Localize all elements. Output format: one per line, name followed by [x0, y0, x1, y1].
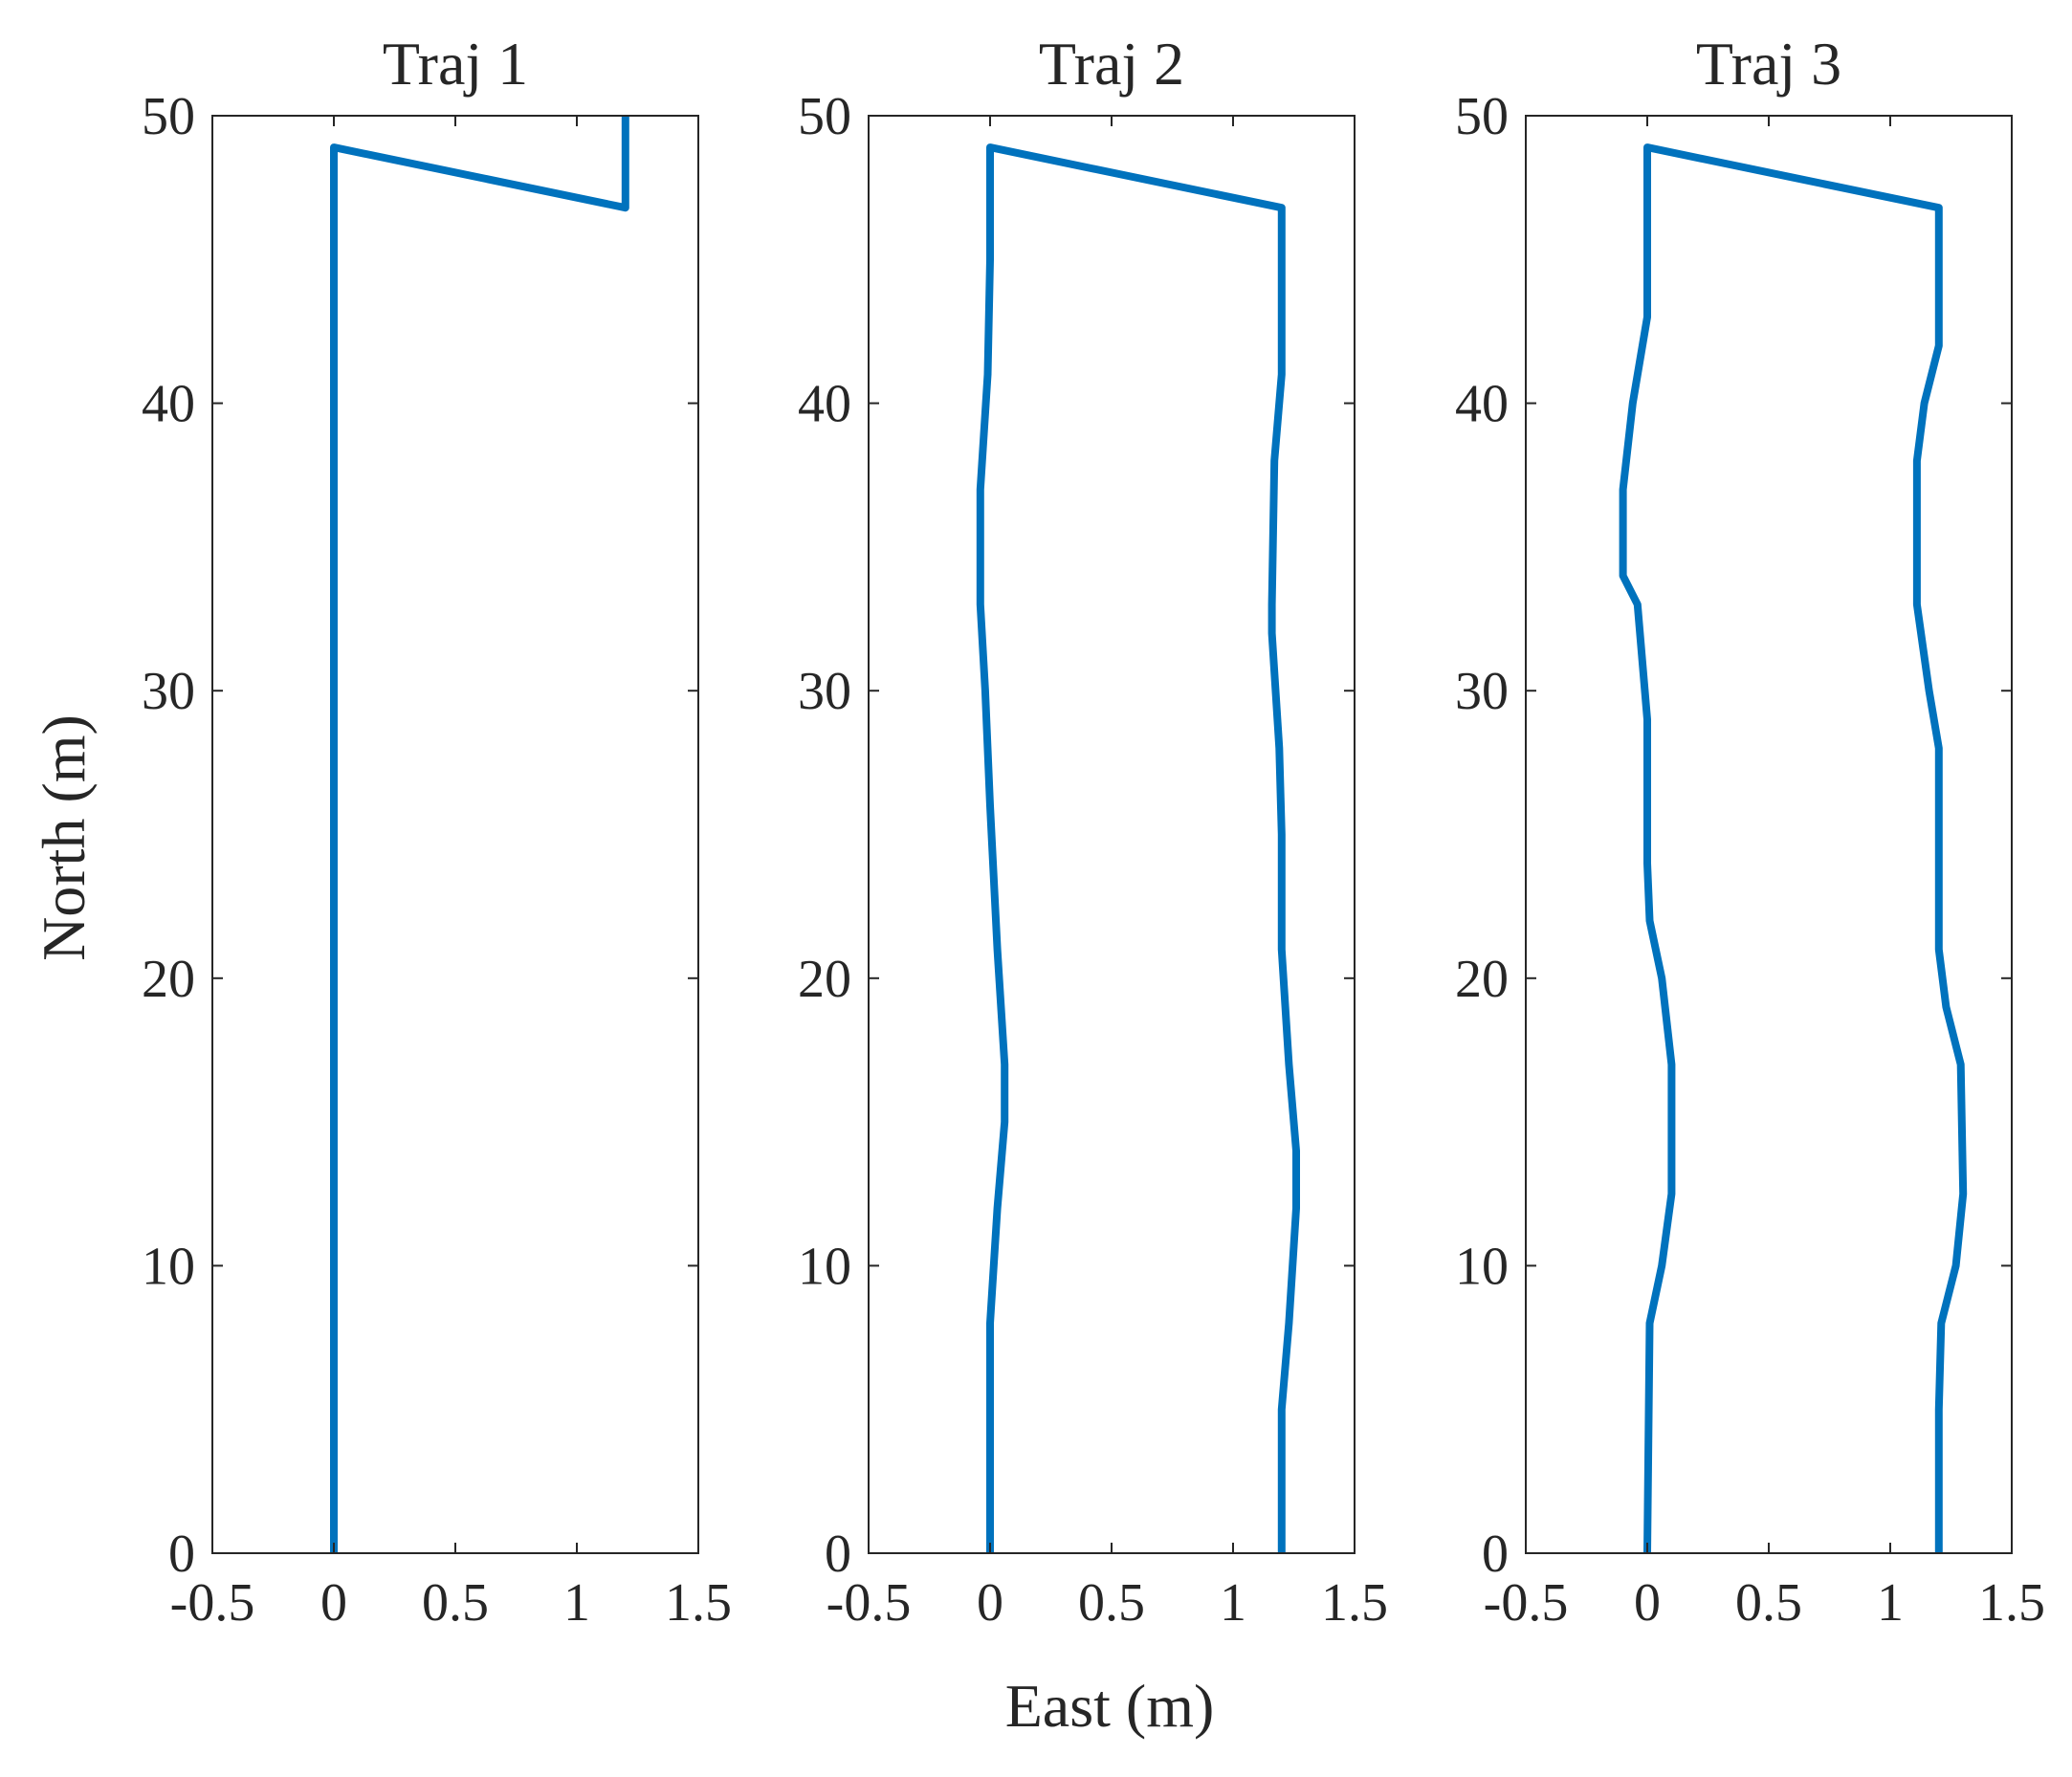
x-tick-label: -0.5 [1484, 1573, 1569, 1633]
y-tick-label: 30 [142, 662, 195, 721]
x-tick-label: 0 [320, 1573, 347, 1633]
y-tick-label: 50 [142, 87, 195, 146]
x-tick-label: 0.5 [1735, 1573, 1802, 1633]
y-tick-label: 40 [1455, 375, 1509, 434]
axes-box [211, 115, 699, 1554]
x-tick-label: 1.5 [1321, 1573, 1388, 1633]
y-tick-label: 20 [142, 950, 195, 1009]
x-tick-label: 1 [563, 1573, 590, 1633]
y-tick-label: 10 [798, 1237, 851, 1296]
y-tick-label: 30 [1455, 662, 1509, 721]
x-tick-label: 0 [1634, 1573, 1661, 1633]
x-axis-label: East (m) [1005, 1672, 1215, 1740]
y-tick-label: 20 [1455, 950, 1509, 1009]
y-tick-label: 10 [142, 1237, 195, 1296]
y-tick-label: 40 [798, 375, 851, 434]
x-tick-label: 0 [977, 1573, 1003, 1633]
y-tick-label: 30 [798, 662, 851, 721]
y-tick-label: 40 [142, 375, 195, 434]
x-tick-label: 0.5 [1078, 1573, 1145, 1633]
y-tick-label: 0 [825, 1525, 851, 1584]
x-tick-label: -0.5 [827, 1573, 912, 1633]
x-tick-label: -0.5 [170, 1573, 255, 1633]
y-tick-label: 10 [1455, 1237, 1509, 1296]
y-tick-label: 0 [168, 1525, 195, 1584]
panel-title: Traj 1 [383, 30, 528, 98]
x-tick-label: 1.5 [665, 1573, 732, 1633]
panel-title: Traj 3 [1696, 30, 1841, 98]
x-tick-label: 0.5 [422, 1573, 489, 1633]
y-axis-label: North (m) [30, 714, 98, 961]
y-tick-label: 0 [1482, 1525, 1509, 1584]
series-line-1 [330, 116, 629, 1553]
x-tick-label: 1 [1877, 1573, 1904, 1633]
x-tick-label: 1.5 [1978, 1573, 2045, 1633]
series-line-1 [1619, 143, 1968, 1554]
panel-title: Traj 2 [1039, 30, 1184, 98]
y-tick-label: 50 [1455, 87, 1509, 146]
y-tick-label: 20 [798, 950, 851, 1009]
series-line-1 [976, 143, 1300, 1553]
y-tick-label: 50 [798, 87, 851, 146]
x-tick-label: 1 [1220, 1573, 1246, 1633]
